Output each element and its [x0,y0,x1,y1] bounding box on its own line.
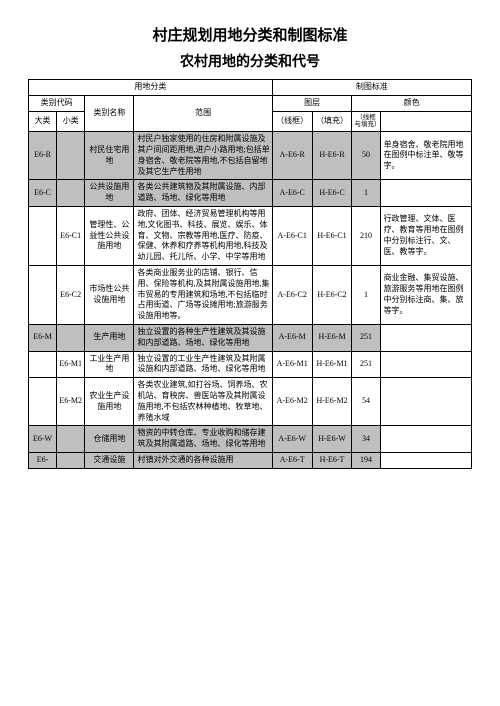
table-cell: E6-M1 [57,351,85,378]
table-cell: 农业生产设施用地 [85,378,134,426]
table-cell: E6- [29,452,57,468]
table-cell: H-E6-C [312,180,352,207]
table-cell: 单身宿舍、敬老院用地在图例中标注单、敬等字。 [380,132,471,180]
table-cell: A-E6-C [272,180,312,207]
table-cell: E6-C1 [57,206,85,265]
table-cell: 市场性公共设施用地 [85,265,134,324]
table-cell: 210 [352,206,380,265]
table-cell: A-E6-W [272,426,312,453]
table-cell: 各类农业建筑,如打谷场、饲养场、农机站、育秧房、兽医站等及其附属设施用地,不包括… [134,378,272,426]
table-row: E6-W 仓储用地物资的中转仓库、专业收购和储存建筑及其附属道路、场地、绿化等用地… [29,426,472,453]
table-cell: 50 [352,132,380,180]
table-cell: 公共设施用地 [85,180,134,207]
table-cell: A-E6-T [272,452,312,468]
table-cell: E6-R [29,132,57,180]
hdr-major: 大类 [29,111,57,132]
table-cell: H-E6-T [312,452,352,468]
header-row-1: 类别代码 类别名称 范围 图层 颜色 [29,95,472,111]
table-row: E6-M2农业生产设施用地各类农业建筑,如打谷场、饲养场、农机站、育秧房、兽医站… [29,378,472,426]
hdr-scope: 范围 [134,95,272,131]
table-cell: H-E6-C2 [312,265,352,324]
table-cell: 村镇对外交通的各种设施用 [134,452,272,468]
table-row: E6-M1工业生产用地独立设置的工业生产性建筑及其附属设施和内部道路、场地、绿化… [29,351,472,378]
table-cell [29,265,57,324]
table-cell [380,351,471,378]
table-cell [57,452,85,468]
hdr-minor: 小类 [57,111,85,132]
hdr-remark [380,111,471,132]
table-cell [380,452,471,468]
group-header-row: 用地分类 制图标准 [29,80,472,96]
table-cell: 独立设置的各种生产性建筑及其设施和内部道路、场地、绿化等用地 [134,324,272,351]
table-cell: 34 [352,426,380,453]
table-cell [57,426,85,453]
table-cell: 各类商业服务业的店铺、银行、信用、保险等机构,及其附属设施用地,集市贸易的专用建… [134,265,272,324]
table-cell: E6-M2 [57,378,85,426]
hdr-name: 类别名称 [85,95,134,131]
page-subtitle: 农村用地的分类和代号 [28,51,472,71]
page-title: 村庄规划用地分类和制图标准 [28,24,472,45]
table-cell: H-E6-C1 [312,206,352,265]
table-cell: 村民户独家使用的住房和附属设施及其户间间距用地,进户小路用地;包括单身宿舍、敬老… [134,132,272,180]
table-cell [380,426,471,453]
table-row: E6-M 生产用地独立设置的各种生产性建筑及其设施和内部道路、场地、绿化等用地A-… [29,324,472,351]
table-cell [57,180,85,207]
table-cell [29,206,57,265]
table-cell: 仓储用地 [85,426,134,453]
table-cell: 物资的中转仓库、专业收购和储存建筑及其附属道路、场地、绿化等用地 [134,426,272,453]
hdr-layer: 图层 [272,95,352,111]
table-cell: H-E6-M1 [312,351,352,378]
table-cell: 251 [352,351,380,378]
group-left: 用地分类 [29,80,273,96]
table-cell: H-E6-W [312,426,352,453]
hdr-code: 类别代码 [29,95,85,111]
table-cell [29,378,57,426]
table-cell: 政府、团体、经济贸易管理机构等用地,文化图书、科技、展览、娱乐、体育、文物、宗教… [134,206,272,265]
table-cell: E6-C2 [57,265,85,324]
table-cell: E6-M [29,324,57,351]
table-cell: H-E6-M2 [312,378,352,426]
table-cell [57,132,85,180]
table-cell: 1 [352,180,380,207]
table-cell: 194 [352,452,380,468]
table-cell: E6-C [29,180,57,207]
table-cell: H-E6-R [312,132,352,180]
table-cell: A-E6-C1 [272,206,312,265]
table-cell: 独立设置的工业生产性建筑及其附属设施和内部道路、场地、绿化等用地 [134,351,272,378]
table-cell: 生产用地 [85,324,134,351]
table-cell: 1 [352,265,380,324]
table-cell: A-E6-R [272,132,312,180]
table-cell: 村民住宅用地 [85,132,134,180]
table-cell: 工业生产用地 [85,351,134,378]
hdr-note: （线框与填充） [352,111,380,132]
table-cell: 商业金融、集贸设施、旅游服务等用地在图例中分别标注商、集、旅等字。 [380,265,471,324]
table-cell: A-E6-M1 [272,351,312,378]
table-cell [57,324,85,351]
table-cell: A-E6-M [272,324,312,351]
table-row: E6-C2市场性公共设施用地各类商业服务业的店铺、银行、信用、保险等机构,及其附… [29,265,472,324]
table-cell: A-E6-M2 [272,378,312,426]
hdr-line: （线框） [272,111,312,132]
table-cell: 各类公共建筑物及其附属设施、内部道路、场地、绿化等用地 [134,180,272,207]
table-cell [380,180,471,207]
table-cell: E6-W [29,426,57,453]
table-cell: 251 [352,324,380,351]
table-row: E6-C 公共设施用地各类公共建筑物及其附属设施、内部道路、场地、绿化等用地A-E… [29,180,472,207]
classification-table: 用地分类 制图标准 类别代码 类别名称 范围 图层 颜色 大类 小类 （线框） … [28,79,472,469]
table-cell [380,378,471,426]
table-row: E6-C1管理性、公益性公共设施用地政府、团体、经济贸易管理机构等用地,文化图书… [29,206,472,265]
table-cell [380,324,471,351]
table-row: E6- 交通设施村镇对外交通的各种设施用A-E6-TH-E6-T194 [29,452,472,468]
table-cell: H-E6-M [312,324,352,351]
table-row: E6-R 村民住宅用地村民户独家使用的住房和附属设施及其户间间距用地,进户小路用地… [29,132,472,180]
hdr-fill: （填充） [312,111,352,132]
table-cell [29,351,57,378]
table-cell: 行政管理、文体、医疗、教育等用地在图例中分别标注行、文、医、教等字。 [380,206,471,265]
table-cell: 管理性、公益性公共设施用地 [85,206,134,265]
hdr-color: 颜色 [352,95,472,111]
group-right: 制图标准 [272,80,471,96]
table-cell: 54 [352,378,380,426]
table-cell: 交通设施 [85,452,134,468]
table-cell: A-E6-C2 [272,265,312,324]
